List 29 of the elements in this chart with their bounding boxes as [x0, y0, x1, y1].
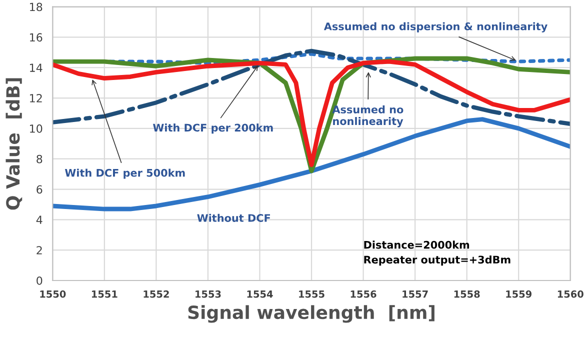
- x-tick-label: 1559: [506, 290, 532, 298]
- x-tick-label: 1551: [92, 290, 118, 298]
- x-tick-label: 1560: [558, 290, 584, 298]
- annotation: Without DCF: [197, 214, 270, 222]
- y-tick-label: 10: [30, 124, 42, 133]
- x-tick-label: 1556: [350, 290, 376, 298]
- x-tick-label: 1554: [247, 290, 273, 298]
- annotation: With DCF per 500km: [64, 168, 185, 179]
- y-tick-label: 14: [30, 64, 42, 72]
- y-tick-label: 16: [30, 33, 42, 42]
- x-tick-label: 1552: [144, 290, 169, 298]
- y-tick-label: 12: [30, 94, 42, 102]
- line-series: [52, 117, 570, 212]
- x-tick-label: 1553: [196, 290, 221, 298]
- annotation: With DCF per 200km: [152, 124, 273, 134]
- x-tick-label: 1555: [299, 290, 324, 298]
- y-tick-label: 8: [36, 154, 42, 164]
- annotation: Distance=2000km Repeater output=+3dBm: [364, 240, 510, 266]
- annotation: Assumed no dispersion & nonlinearity: [324, 22, 548, 32]
- y-tick-label: 18: [30, 2, 42, 12]
- y-tick-label: 6: [36, 185, 42, 194]
- x-axis-title: Signal wavelength [nm]: [188, 305, 434, 323]
- y-axis-title: Q Value [dB]: [6, 78, 22, 210]
- y-tick-label: 2: [36, 246, 42, 254]
- x-tick-label: 1557: [402, 290, 428, 298]
- y-tick-label: 4: [36, 216, 42, 224]
- x-tick-label: 1558: [454, 290, 480, 298]
- y-tick-label: 0: [36, 276, 42, 285]
- x-tick-label: 1550: [40, 290, 66, 298]
